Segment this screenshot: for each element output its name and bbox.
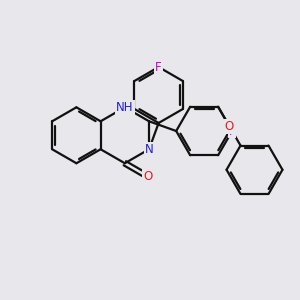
Text: N: N xyxy=(145,143,153,156)
Text: F: F xyxy=(229,124,236,137)
Text: O: O xyxy=(143,170,152,183)
Text: F: F xyxy=(155,61,162,74)
Text: NH: NH xyxy=(116,101,134,114)
Text: O: O xyxy=(225,120,234,133)
